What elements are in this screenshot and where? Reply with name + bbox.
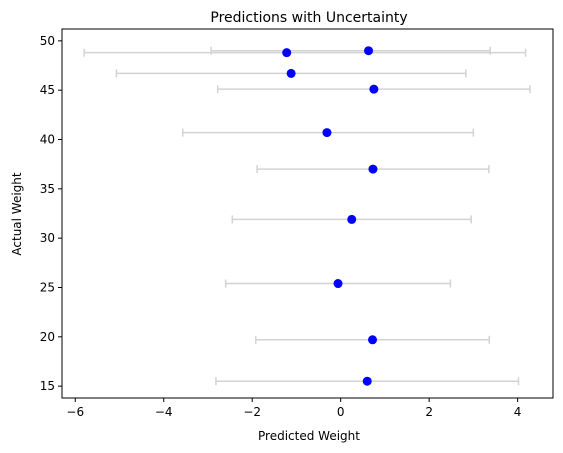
y-tick-label-0: 15 [40, 379, 55, 393]
y-tick-label-2: 25 [40, 280, 55, 294]
y-tick-label-6: 45 [40, 83, 55, 97]
x-axis-label: Predicted Weight [258, 429, 360, 443]
y-tick-label-4: 35 [40, 182, 55, 196]
x-tick-label-4: 2 [425, 405, 433, 419]
x-tick-label-2: −2 [243, 405, 261, 419]
y-tick-label-1: 20 [40, 330, 55, 344]
data-point-8 [282, 48, 292, 58]
data-point-9 [364, 46, 374, 56]
y-tick-label-5: 40 [40, 133, 55, 147]
chart-title: Predictions with Uncertainty [210, 10, 407, 26]
y-axis: 15 20 25 30 35 40 45 50 [40, 34, 62, 393]
data-point-1 [368, 335, 378, 345]
data-point-6 [369, 84, 379, 94]
data-point-0 [362, 376, 372, 386]
x-tick-label-0: −6 [66, 405, 84, 419]
data-point-5 [322, 128, 332, 138]
data-point-3 [347, 214, 357, 224]
data-point-4 [368, 164, 378, 174]
data-point-7 [286, 68, 296, 78]
y-tick-label-7: 50 [40, 34, 55, 48]
x-axis: −6 −4 −2 0 2 4 [66, 398, 521, 419]
plot-frame [61, 28, 554, 399]
point-layer [282, 46, 379, 386]
errorbar-layer [83, 46, 531, 386]
y-tick-label-3: 30 [40, 231, 55, 245]
x-tick-label-1: −4 [155, 405, 173, 419]
x-tick-label-5: 4 [514, 405, 522, 419]
data-point-2 [333, 279, 343, 289]
y-axis-label: Actual Weight [10, 172, 24, 256]
x-tick-label-3: 0 [337, 405, 345, 419]
